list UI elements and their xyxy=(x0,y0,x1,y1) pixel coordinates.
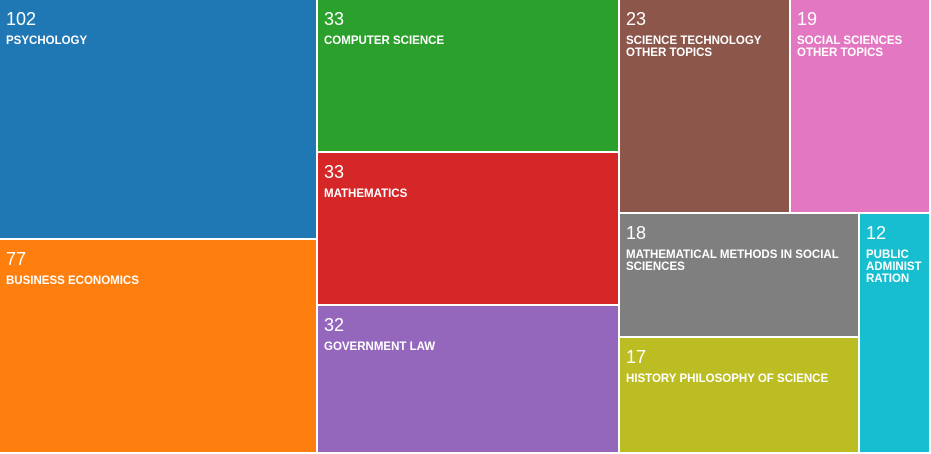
tile-value: 102 xyxy=(6,9,37,29)
tile-value: 33 xyxy=(324,162,345,182)
tile-label: SOCIAL SCIENCES OTHER TOPICS xyxy=(797,35,903,59)
tile-public-administration[interactable]: 12 PUBLIC ADMINISTRATION xyxy=(860,214,929,452)
tile-mathematics[interactable]: 33 MATHEMATICS xyxy=(318,153,618,304)
tile-label: GOVERNMENT LAW xyxy=(324,341,436,353)
tile-science-technology-other-topics[interactable]: 23 SCIENCE TECHNOLOGY OTHER TOPICS xyxy=(620,0,789,212)
tile-label: COMPUTER SCIENCE xyxy=(324,35,445,47)
tile-government-law[interactable]: 32 GOVERNMENT LAW xyxy=(318,306,618,452)
tile-label: MATHEMATICAL METHODS IN SOCIAL SCIENCES xyxy=(626,249,839,273)
tile-business-economics[interactable]: 77 BUSINESS ECONOMICS xyxy=(0,240,316,452)
tile-computer-science[interactable]: 33 COMPUTER SCIENCE xyxy=(318,0,618,151)
tile-label: BUSINESS ECONOMICS xyxy=(6,275,139,287)
tile-value: 32 xyxy=(324,315,345,335)
tile-label: SCIENCE TECHNOLOGY OTHER TOPICS xyxy=(626,35,762,59)
tile-value: 18 xyxy=(626,223,647,243)
tile-psychology[interactable]: 102 PSYCHOLOGY xyxy=(0,0,316,238)
tile-label: PSYCHOLOGY xyxy=(6,35,88,47)
tile-social-sciences-other-topics[interactable]: 19 SOCIAL SCIENCES OTHER TOPICS xyxy=(791,0,929,212)
tile-mathematical-methods-in-social-sciences[interactable]: 18 MATHEMATICAL METHODS IN SOCIAL SCIENCE… xyxy=(620,214,858,336)
tile-value: 33 xyxy=(324,9,345,29)
tile-history-philosophy-of-science[interactable]: 17 HISTORY PHILOSOPHY OF SCIENCE xyxy=(620,338,858,452)
tile-value: 19 xyxy=(797,9,818,29)
tile-label: MATHEMATICS xyxy=(324,188,408,200)
tile-label: PUBLIC ADMINISTRATION xyxy=(866,249,922,285)
tile-value: 77 xyxy=(6,249,27,269)
tile-value: 23 xyxy=(626,9,647,29)
tile-value: 17 xyxy=(626,347,647,367)
tile-label: HISTORY PHILOSOPHY OF SCIENCE xyxy=(626,373,829,385)
tile-value: 12 xyxy=(866,223,887,243)
